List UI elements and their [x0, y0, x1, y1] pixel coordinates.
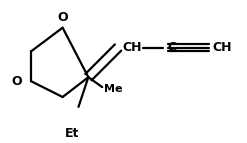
Text: Me: Me — [104, 84, 123, 94]
Text: O: O — [12, 75, 22, 88]
Text: O: O — [57, 11, 68, 24]
Text: CH: CH — [212, 41, 232, 54]
Text: CH: CH — [122, 41, 142, 54]
Text: C: C — [167, 41, 177, 54]
Text: Et: Et — [65, 127, 80, 140]
